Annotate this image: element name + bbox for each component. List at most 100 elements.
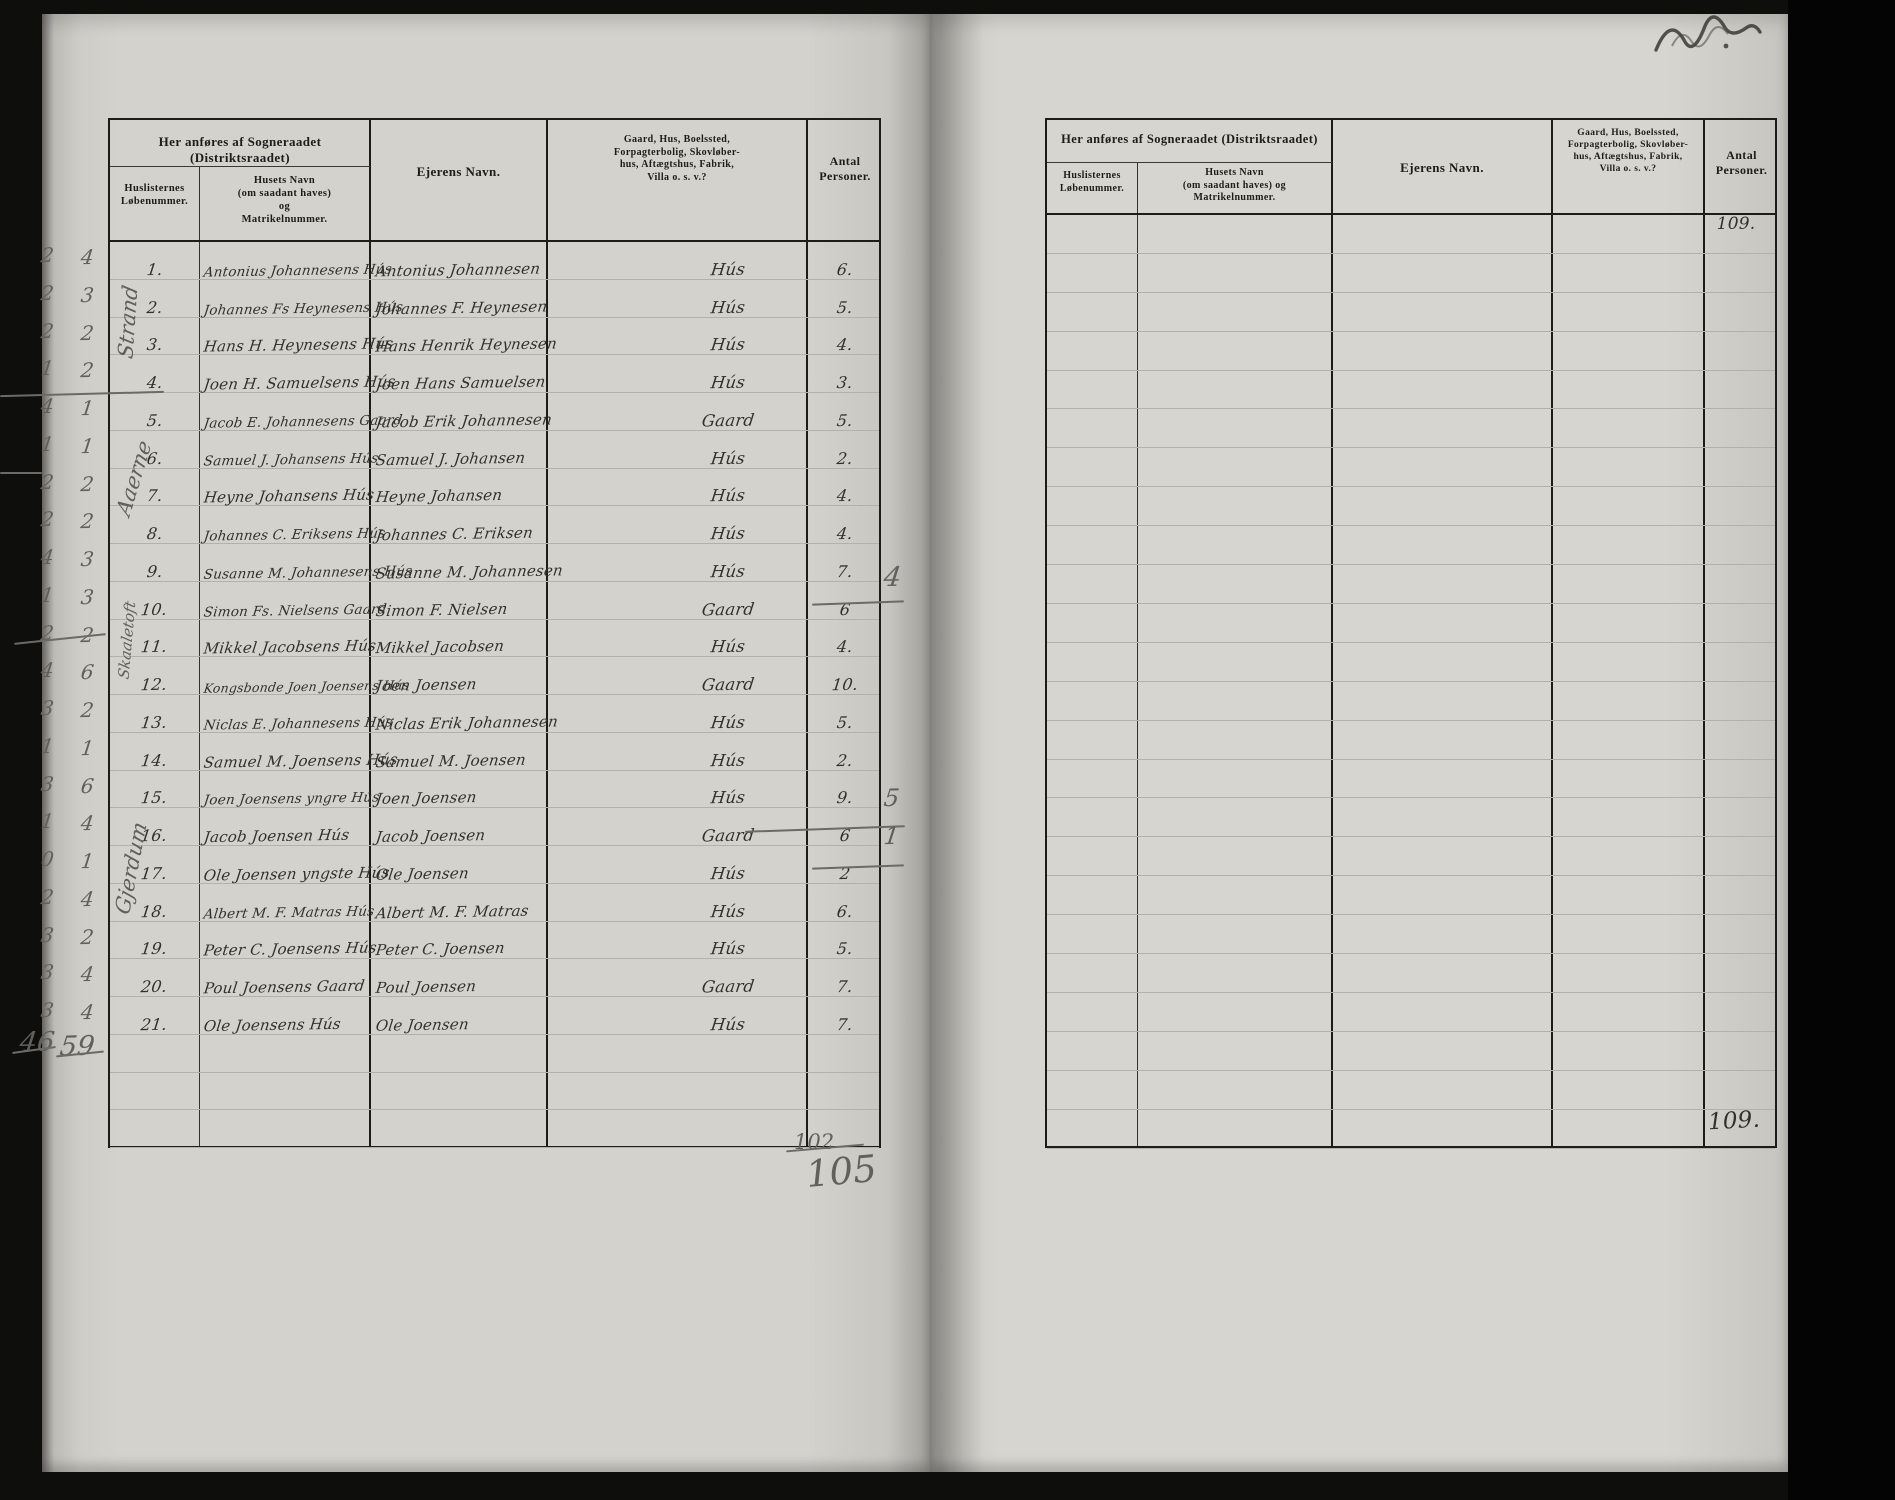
margin-tally-a: 3 bbox=[39, 695, 55, 721]
table-row: 17. Ole Joensen yngste Hús Ole Joensen Hús 2 bbox=[110, 846, 879, 884]
table-row: 21. Ole Joensens Hús Ole Joensen Hús 7. bbox=[110, 997, 879, 1035]
column-divider bbox=[369, 120, 371, 1146]
row-antal: 4. bbox=[835, 335, 855, 355]
row-husets-navn: Niclas E. Johannesens Hús bbox=[202, 714, 394, 734]
col-header-husets-navn-line4: Matrikelnummer. bbox=[241, 214, 328, 226]
col-header-husets-navn-line1: Husets Navn bbox=[1205, 167, 1264, 178]
table-row bbox=[1047, 876, 1775, 916]
right-census-table: Her anføres af Sogneraadet (Distriktsraa… bbox=[1045, 118, 1777, 1149]
row-antal: 5. bbox=[835, 297, 855, 317]
margin-tally-a: 0 bbox=[39, 846, 55, 872]
row-type: Hús bbox=[710, 485, 747, 506]
row-antal: 9. bbox=[835, 788, 855, 808]
row-lobenummer: 15. bbox=[140, 788, 169, 808]
row-type: Hús bbox=[710, 750, 747, 770]
scan-black-edge bbox=[1788, 0, 1895, 1500]
header-bottom-rule bbox=[1047, 213, 1775, 215]
table-row bbox=[1047, 565, 1775, 604]
row-ejerens-navn: Simon F. Nielsen bbox=[374, 599, 509, 620]
margin-tally-a: 1 bbox=[39, 431, 55, 456]
table-row bbox=[1047, 410, 1775, 449]
margin-tally-a: 3 bbox=[39, 960, 55, 985]
row-lobenummer: 19. bbox=[140, 939, 169, 959]
row-ejerens-navn: Heyne Johansen bbox=[374, 486, 504, 507]
margin-tally-a: 2 bbox=[39, 507, 55, 532]
col-header-gaard-line1: Gaard, Hus, Boelssted, bbox=[1577, 128, 1679, 138]
row-antal: 4. bbox=[835, 486, 855, 506]
margin-tally-b: 3 bbox=[79, 282, 95, 307]
table-row: 5. Jacob E. Johannesens Gaard Jacob Erik J… bbox=[110, 393, 879, 431]
margin-tally-b: 3 bbox=[79, 546, 95, 572]
row-type: Hús bbox=[710, 863, 747, 884]
column-divider bbox=[1551, 120, 1553, 1146]
row-lobenummer: 1. bbox=[145, 259, 164, 279]
col-header-husets-navn-line2: (om saadant haves) bbox=[1182, 179, 1273, 191]
col-header-antal-line2: Personer. bbox=[1715, 163, 1768, 177]
col-header-ejerens-navn: Ejerens Navn. bbox=[1400, 160, 1484, 175]
column-divider bbox=[1331, 120, 1333, 1146]
row-type: Hús bbox=[710, 787, 747, 808]
row-husets-navn: Antonius Johannesens Hús bbox=[202, 261, 393, 281]
margin-tally-b: 1 bbox=[79, 433, 95, 458]
col-header-antal-line1: Antal bbox=[1726, 148, 1757, 162]
row-type: Hús bbox=[710, 523, 747, 544]
row-ejerens-navn: Samuel M. Joensen bbox=[374, 750, 527, 771]
margin-tally-b: 2 bbox=[79, 358, 95, 383]
row-type: Hús bbox=[710, 448, 747, 468]
row-ejerens-navn: Joen Joensen bbox=[374, 675, 478, 695]
margin-tally-a: 3 bbox=[39, 771, 55, 796]
header-divider bbox=[110, 166, 370, 167]
margin-tally-a: 3 bbox=[39, 922, 55, 947]
row-husets-navn: Poul Joensens Gaard bbox=[202, 976, 366, 998]
row-husets-navn: Heyne Johansens Hús bbox=[202, 485, 376, 507]
column-divider bbox=[806, 120, 808, 1146]
table-row bbox=[1047, 1032, 1775, 1071]
column-divider bbox=[546, 120, 548, 1146]
corrected-count: 4 bbox=[882, 561, 904, 593]
table-row bbox=[1047, 799, 1775, 838]
row-ejerens-navn: Johannes F. Heynesen bbox=[374, 297, 549, 318]
row-type: Hús bbox=[710, 259, 747, 280]
row-husets-navn: Hans H. Heynesens Hús bbox=[202, 334, 395, 356]
margin-tally-b: 2 bbox=[79, 320, 95, 345]
row-ejerens-navn: Peter C. Joensen bbox=[374, 939, 506, 960]
row-lobenummer: 9. bbox=[145, 561, 164, 581]
col-header-gaard-line2: Forpagterbolig, Skovløber- bbox=[1567, 139, 1689, 150]
col-header-husets-navn-line3: og bbox=[278, 201, 291, 213]
row-type: Hús bbox=[710, 636, 747, 657]
left-census-table: Her anføres af Sogneraadet (Distriktsraa… bbox=[108, 118, 881, 1148]
table-row bbox=[110, 1035, 879, 1073]
row-ejerens-navn: Albert M. F. Matras bbox=[374, 901, 530, 922]
table-row: 13. Niclas E. Johannesens Hús Niclas Erik … bbox=[110, 695, 879, 733]
row-ejerens-navn: Ole Joensen bbox=[374, 863, 470, 884]
row-ejerens-navn: Johannes C. Eriksen bbox=[374, 523, 535, 545]
col-header-gaard-line4: Villa o. s. v.? bbox=[1599, 163, 1657, 174]
margin-tally-b: 4 bbox=[79, 999, 95, 1025]
row-ejerens-navn: Antonius Johannesen bbox=[374, 259, 542, 281]
table-row bbox=[1047, 721, 1775, 760]
row-lobenummer: 5. bbox=[145, 410, 164, 430]
row-husets-navn: Joen H. Samuelsens Hús bbox=[202, 372, 397, 394]
pencil-line bbox=[0, 472, 42, 474]
table-row: 11. Mikkel Jacobsens Hús Mikkel Jacobsen Hú… bbox=[110, 620, 879, 658]
row-husets-navn: Ole Joensens Hús bbox=[202, 1014, 342, 1035]
margin-tally-a: 2 bbox=[39, 280, 55, 305]
table-row: 20. Poul Joensens Gaard Poul Joensen Gaard 7… bbox=[110, 959, 879, 997]
col-header-husets-navn-line4: Matrikelnummer. bbox=[1193, 192, 1276, 203]
left-page bbox=[42, 14, 930, 1472]
row-antal: 6. bbox=[835, 259, 855, 279]
row-lobenummer: 14. bbox=[140, 750, 169, 770]
table-row: 19. Peter C. Joensens Hús Peter C. Joensen… bbox=[110, 922, 879, 960]
row-antal: 5. bbox=[835, 712, 855, 732]
row-type: Hús bbox=[710, 561, 747, 582]
margin-tally-a: 2 bbox=[39, 242, 55, 268]
row-type: Hús bbox=[710, 1014, 747, 1035]
table-row bbox=[1047, 760, 1775, 799]
col-header-husets-navn-line2: (om saadant haves) bbox=[237, 188, 332, 200]
row-ejerens-navn: Joen Hans Samuelsen bbox=[374, 372, 547, 394]
table-row: 3. Hans H. Heynesens Hús Hans Henrik Heyne… bbox=[110, 318, 879, 356]
pencil-scribble bbox=[1654, 15, 1762, 52]
margin-tally-b: 2 bbox=[79, 697, 95, 723]
margin-tally-b: 4 bbox=[79, 886, 95, 911]
row-antal: 6. bbox=[835, 901, 855, 921]
